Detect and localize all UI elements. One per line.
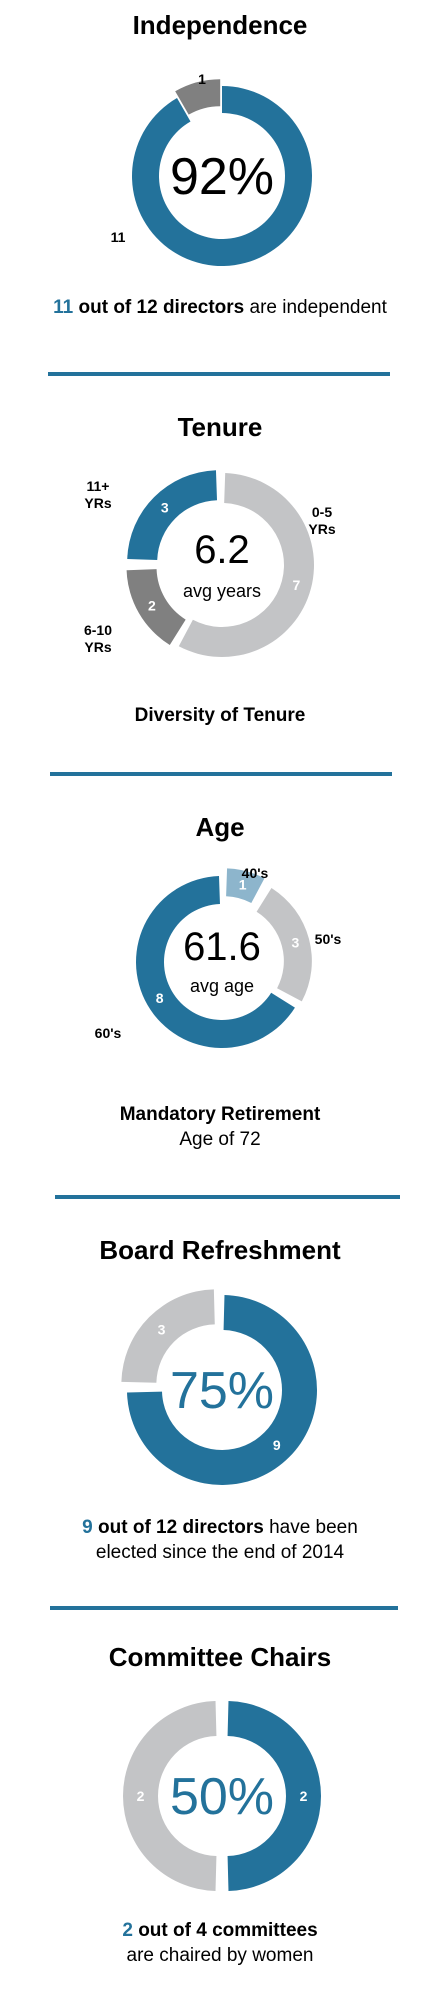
tenure-slice-1 — [126, 569, 186, 646]
committee-chairs-donut-chart: 2 2 50% — [122, 1701, 322, 1891]
tenure-slice-label-0: 0-5 YRs — [308, 504, 335, 537]
age-slice-value-0: 1 — [239, 877, 247, 893]
age-donut-chart: 140's 3 50's 8 60's 61.6 avg age — [95, 865, 342, 1048]
board-refreshment-caption-rest: have been — [269, 1517, 358, 1538]
tenure-center-value: 6.2 — [194, 528, 250, 572]
age-title: Age — [195, 812, 245, 842]
tenure-slice-value-2: 3 — [161, 500, 169, 516]
committee-chairs-caption-line2: are chaired by women — [126, 1945, 314, 1966]
independence-caption: 11 out of 12 directors are independent — [0, 295, 440, 320]
independence-center-value: 92% — [170, 148, 274, 206]
divider — [50, 1606, 398, 1610]
age-center-value: 61.6 — [183, 925, 261, 969]
divider — [55, 1195, 400, 1199]
independence-slice-label-1: 1 — [198, 71, 206, 87]
board-refreshment-caption-bold: out of 12 directors — [98, 1517, 264, 1538]
independence-caption-rest: are independent — [249, 297, 387, 318]
age-caption-bold: Mandatory Retirement — [119, 1104, 321, 1125]
independence-count: 11 — [53, 297, 74, 318]
committee-chairs-caption: 2 out of 4 committees are chaired by wom… — [0, 1918, 440, 1968]
tenure-caption: Diversity of Tenure — [0, 703, 440, 728]
tenure-slice-value-0: 7 — [292, 577, 300, 593]
age-caption-line2: Age of 72 — [179, 1129, 261, 1150]
board-refreshment-count: 9 — [82, 1517, 93, 1538]
committee-chairs-slice-0 — [227, 1701, 322, 1891]
divider — [50, 772, 392, 776]
age-slice-value-2: 8 — [156, 990, 164, 1006]
age-slice-2 — [135, 876, 295, 1048]
committee-chairs-caption-bold: out of 4 committees — [138, 1920, 318, 1941]
tenure-donut-chart: 7 0-5 YRs 2 6-10 YRs 3 11+ YRs 6.2 avg years — [84, 470, 336, 657]
board-refreshment-caption-line2: elected since the end of 2014 — [95, 1542, 345, 1563]
tenure-caption-bold: Diversity of Tenure — [134, 705, 306, 726]
board-refreshment-donut-chart: 9 3 75% — [121, 1289, 317, 1485]
board-refreshment-slice-1 — [121, 1289, 215, 1383]
age-slice-label-1: 50's — [315, 931, 342, 947]
age-slice-1 — [256, 888, 312, 1002]
committee-chairs-title: Committee Chairs — [108, 1642, 332, 1672]
committee-chairs-slice-1 — [122, 1701, 217, 1891]
tenure-slice-label-1: 6-10 YRs — [84, 622, 112, 655]
tenure-slice-0 — [178, 473, 315, 657]
independence-caption-bold: out of 12 directors — [78, 297, 245, 318]
committee-chairs-slice-value-0: 2 — [300, 1788, 308, 1804]
tenure-center-subtext: avg years — [183, 581, 261, 601]
board-refreshment-slice-0 — [127, 1295, 317, 1485]
age-slice-label-2: 60's — [95, 1025, 122, 1041]
board-refreshment-title: Board Refreshment — [99, 1235, 341, 1265]
committee-chairs-slice-value-1: 2 — [137, 1788, 145, 1804]
board-refreshment-slice-value-0: 9 — [273, 1437, 281, 1453]
committee-chairs-count: 2 — [122, 1920, 133, 1941]
tenure-title: Tenure — [177, 412, 263, 442]
age-slice-value-1: 3 — [292, 934, 300, 950]
age-slice-label-0: 40's — [242, 865, 269, 881]
tenure-slice-label-2: 11+ YRs — [84, 478, 111, 511]
tenure-slice-value-1: 2 — [148, 598, 156, 614]
board-refreshment-caption: 9 out of 12 directors have been elected … — [0, 1515, 440, 1565]
age-center-subtext: avg age — [190, 976, 254, 996]
board-refreshment-center-value: 75% — [170, 1362, 274, 1420]
board-refreshment-slice-value-1: 3 — [158, 1322, 166, 1338]
independence-title: Independence — [132, 10, 308, 40]
independence-slice-0 — [132, 86, 312, 266]
tenure-slice-2 — [127, 470, 218, 561]
age-caption: Mandatory Retirement Age of 72 — [0, 1102, 440, 1152]
age-slice-0 — [226, 868, 265, 904]
independence-slice-1 — [175, 79, 221, 115]
independence-slice-label-0: 11 — [111, 229, 126, 245]
divider — [48, 372, 390, 376]
committee-chairs-center-value: 50% — [170, 1768, 274, 1826]
